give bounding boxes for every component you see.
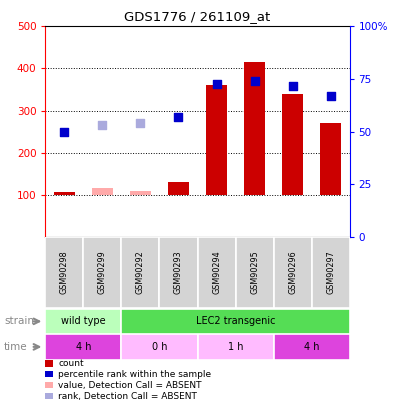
Bar [54, 192, 75, 195]
Text: GSM90299: GSM90299 [98, 250, 107, 294]
Text: GSM90298: GSM90298 [60, 251, 69, 294]
Text: rank, Detection Call = ABSENT: rank, Detection Call = ABSENT [58, 392, 198, 401]
Point [99, 122, 105, 128]
Text: GSM90296: GSM90296 [288, 251, 297, 294]
Bar [282, 94, 303, 195]
Bar [198, 334, 274, 360]
Point [327, 93, 334, 99]
Text: GSM90292: GSM90292 [136, 250, 145, 294]
Bar [168, 182, 189, 195]
Text: GSM90293: GSM90293 [174, 251, 183, 294]
Bar [244, 62, 265, 195]
Text: LEC2 transgenic: LEC2 transgenic [196, 316, 275, 326]
Text: strain: strain [4, 316, 34, 326]
Bar [320, 123, 341, 195]
Point [213, 81, 220, 88]
Text: 4 h: 4 h [304, 342, 319, 352]
Bar [45, 237, 83, 308]
Bar [235, 237, 274, 308]
Text: value, Detection Call = ABSENT: value, Detection Call = ABSENT [58, 381, 202, 390]
Text: count: count [58, 359, 84, 368]
Bar [206, 85, 227, 195]
Text: 0 h: 0 h [152, 342, 167, 352]
Bar [122, 309, 350, 334]
Bar [45, 309, 122, 334]
Text: wild type: wild type [61, 316, 106, 326]
Bar [92, 188, 113, 195]
Text: GDS1776 / 261109_at: GDS1776 / 261109_at [124, 10, 271, 23]
Point [61, 128, 68, 135]
Bar [122, 334, 198, 360]
Bar [273, 237, 312, 308]
Text: GSM90295: GSM90295 [250, 250, 259, 294]
Point [251, 78, 258, 84]
Bar [45, 334, 122, 360]
Text: 4 h: 4 h [76, 342, 91, 352]
Bar [273, 334, 350, 360]
Point [137, 120, 144, 126]
Bar [198, 237, 235, 308]
Text: time: time [4, 342, 28, 352]
Text: 1 h: 1 h [228, 342, 243, 352]
Bar [160, 237, 198, 308]
Bar [122, 237, 160, 308]
Point [175, 114, 182, 120]
Text: GSM90297: GSM90297 [326, 250, 335, 294]
Bar [312, 237, 350, 308]
Text: GSM90294: GSM90294 [212, 251, 221, 294]
Point [290, 83, 296, 90]
Text: percentile rank within the sample: percentile rank within the sample [58, 370, 212, 379]
Bar [130, 192, 151, 195]
Bar [83, 237, 122, 308]
